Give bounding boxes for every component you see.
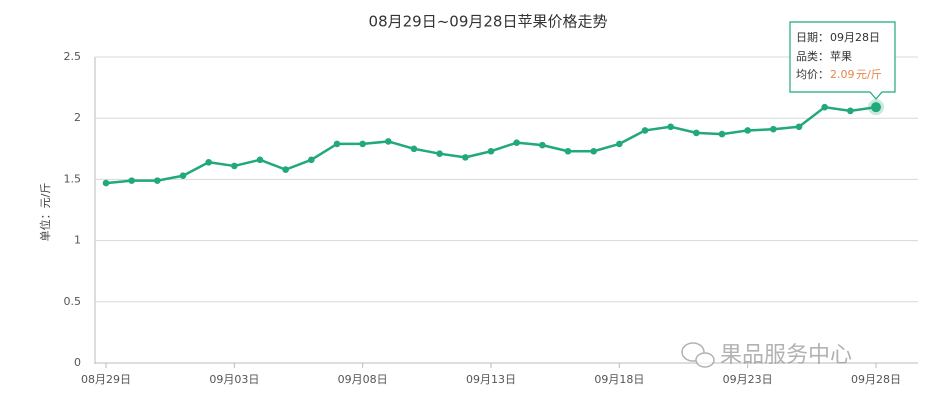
- point: [718, 130, 726, 138]
- point: [359, 140, 366, 148]
- y-tick-label: 0: [74, 356, 81, 369]
- point: [487, 147, 495, 155]
- tooltip-unit: 元/斤: [856, 68, 882, 81]
- tooltip-box: [789, 21, 896, 100]
- watermark-text: 果品服务中心: [720, 343, 852, 368]
- tooltip-date: 09月28日: [830, 31, 880, 44]
- y-tick-label: 2: [74, 111, 81, 124]
- y-tick-label: 1.5: [64, 172, 82, 185]
- watermark: 果品服务中心: [681, 342, 852, 368]
- tooltip-price-label: 均价：: [796, 68, 829, 81]
- point: [410, 145, 418, 153]
- point: [590, 147, 597, 155]
- point: [462, 154, 469, 161]
- plot: 0 0.5 1 1.5 2 2.5 08月29日 09月03日 09月08日 09月13日 09月1…: [64, 50, 918, 386]
- x-tick-label: 09月13日: [466, 373, 516, 386]
- x-tick-label: 08月29日: [81, 373, 131, 386]
- point: [205, 158, 212, 166]
- point: [770, 125, 777, 133]
- point: [154, 177, 161, 184]
- tooltip: 日期： 09月28日 品类： 苹果 均价： 2.09 元/斤: [789, 21, 896, 100]
- x-tick-label: 09月28日: [851, 373, 901, 386]
- point: [539, 141, 546, 149]
- point: [616, 140, 623, 148]
- point: [231, 162, 238, 170]
- y-tick-label: 1: [74, 234, 81, 247]
- point: [871, 102, 881, 113]
- tooltip-price: 2.09: [830, 68, 855, 81]
- tooltip-category-label: 品类：: [796, 49, 829, 63]
- tooltip-category: 苹果: [830, 49, 852, 63]
- tooltip-date-label: 日期：: [796, 31, 829, 44]
- point: [282, 166, 289, 173]
- x-tick-label: 09月08日: [338, 373, 388, 386]
- point: [385, 138, 392, 145]
- x-tick-label: 09月23日: [723, 373, 773, 386]
- point: [564, 147, 572, 155]
- point: [308, 156, 315, 164]
- point: [513, 139, 520, 146]
- point: [436, 150, 443, 157]
- x-tick-label: 09月03日: [209, 373, 259, 386]
- point: [102, 179, 110, 187]
- point: [847, 107, 854, 115]
- point: [795, 123, 803, 131]
- watermark-icon: [695, 352, 715, 368]
- point: [821, 103, 828, 111]
- point: [179, 172, 187, 180]
- y-tick-label: 2.5: [64, 50, 82, 63]
- x-tick-label: 09月18日: [594, 373, 644, 386]
- chart-title: 08月29日~09月28日苹果价格走势: [369, 13, 608, 31]
- y-axis-label: 单位：元/斤: [38, 183, 52, 242]
- point: [693, 129, 700, 137]
- point: [128, 177, 135, 184]
- point: [256, 156, 264, 164]
- watermark-icon: [681, 342, 705, 362]
- point: [333, 140, 341, 148]
- point: [667, 123, 674, 131]
- point: [641, 127, 649, 134]
- point: [744, 127, 751, 134]
- y-tick-label: 0.5: [64, 295, 82, 308]
